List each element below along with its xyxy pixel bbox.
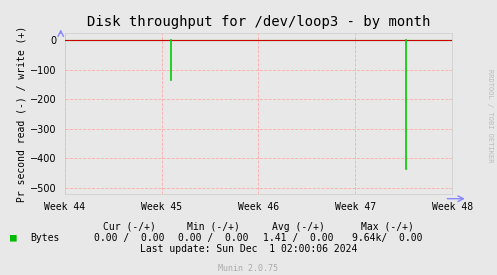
Text: Cur (-/+): Cur (-/+) <box>103 222 156 232</box>
Text: 0.00 /  0.00: 0.00 / 0.00 <box>178 233 249 243</box>
Text: Munin 2.0.75: Munin 2.0.75 <box>219 264 278 273</box>
Text: ■: ■ <box>10 233 17 243</box>
Title: Disk throughput for /dev/loop3 - by month: Disk throughput for /dev/loop3 - by mont… <box>87 15 430 29</box>
Text: Min (-/+): Min (-/+) <box>187 222 240 232</box>
Text: 1.41 /  0.00: 1.41 / 0.00 <box>263 233 333 243</box>
Text: 0.00 /  0.00: 0.00 / 0.00 <box>94 233 165 243</box>
Text: Bytes: Bytes <box>30 233 59 243</box>
Text: RRDTOOL / TOBI OETIKER: RRDTOOL / TOBI OETIKER <box>487 69 493 162</box>
Text: 9.64k/  0.00: 9.64k/ 0.00 <box>352 233 423 243</box>
Text: Avg (-/+): Avg (-/+) <box>272 222 325 232</box>
Y-axis label: Pr second read (-) / write (+): Pr second read (-) / write (+) <box>16 25 26 202</box>
Text: Max (-/+): Max (-/+) <box>361 222 414 232</box>
Text: Last update: Sun Dec  1 02:00:06 2024: Last update: Sun Dec 1 02:00:06 2024 <box>140 244 357 254</box>
